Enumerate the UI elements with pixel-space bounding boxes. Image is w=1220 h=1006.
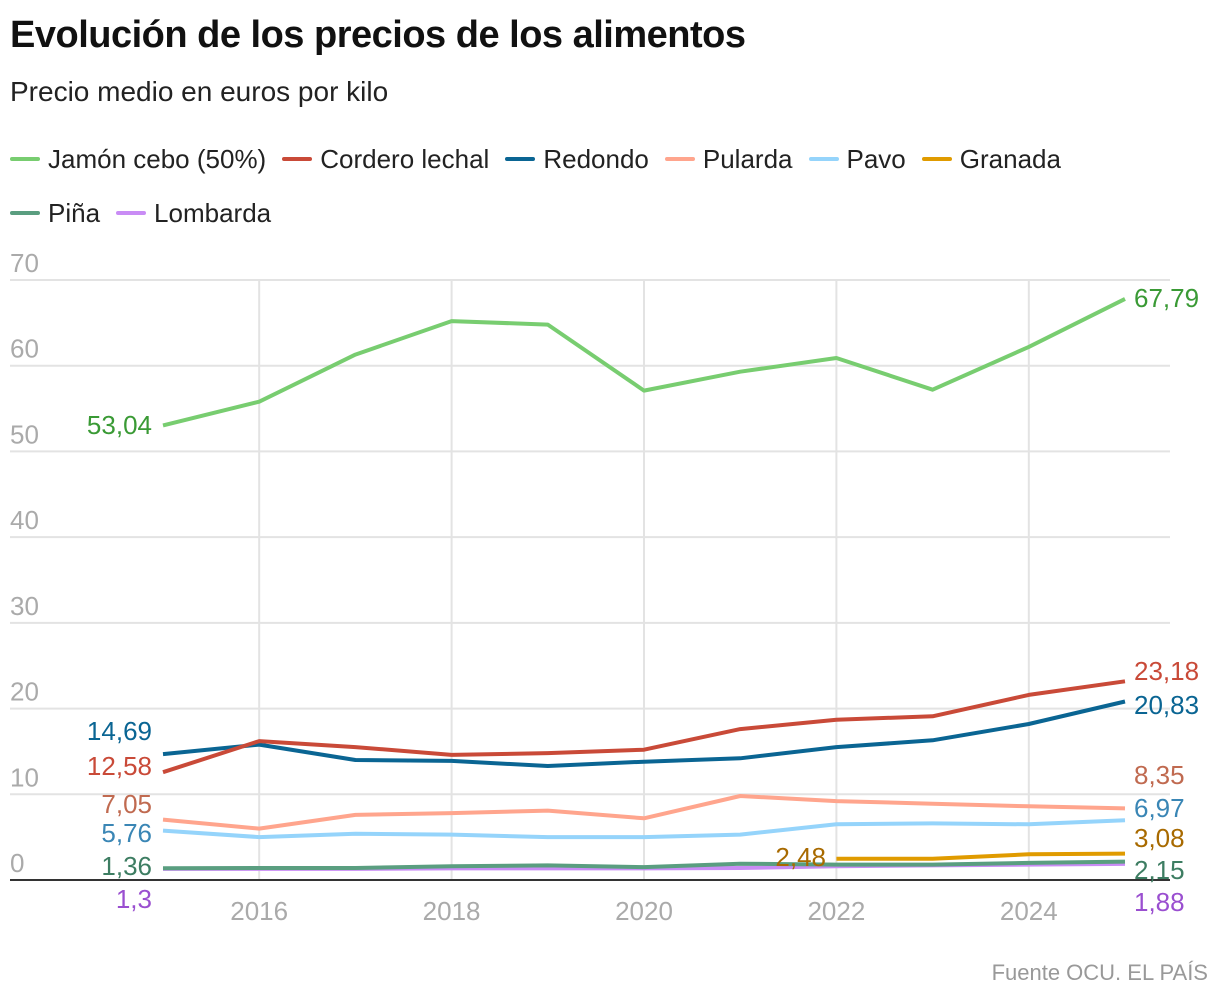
end-value-label: 1,88	[1134, 887, 1185, 917]
end-value-label: 67,79	[1134, 283, 1199, 313]
y-tick-label: 20	[10, 677, 39, 707]
start-value-label: 1,3	[116, 884, 152, 914]
legend-label: Lombarda	[154, 197, 272, 228]
legend-swatch	[664, 157, 695, 161]
x-tick-label: 2018	[423, 896, 481, 926]
end-value-label: 20,83	[1134, 690, 1199, 720]
y-tick-label: 0	[10, 848, 24, 878]
legend-item: Redondo	[505, 140, 649, 178]
end-value-label: 3,08	[1134, 823, 1185, 853]
y-tick-label: 70	[10, 248, 39, 278]
legend-label: Pularda	[702, 143, 793, 174]
legend: Jamón cebo (50%) Cordero lechal Redondo Pul…	[10, 140, 1190, 232]
legend-label: Pavo	[846, 143, 906, 174]
legend-swatch	[116, 211, 147, 215]
start-value-label: 5,76	[101, 818, 152, 848]
legend-label: Jamón cebo (50%)	[48, 143, 267, 174]
end-value-label: 2,15	[1134, 855, 1185, 885]
y-tick-label: 50	[10, 419, 39, 449]
legend-item: Pularda	[664, 140, 793, 178]
y-tick-label: 10	[10, 762, 39, 792]
legend-label: Granada	[959, 143, 1061, 174]
x-tick-label: 2024	[1000, 896, 1058, 926]
x-tick-label: 2020	[615, 896, 673, 926]
legend-item: Jamón cebo (50%)	[10, 140, 266, 178]
start-value-label: 1,36	[101, 851, 152, 881]
start-value-label: 53,04	[87, 410, 152, 440]
legend-swatch	[921, 157, 952, 161]
chart-subtitle: Precio medio en euros por kilo	[10, 76, 389, 107]
source-note: Fuente OCU. EL PAÍS	[991, 960, 1208, 985]
end-value-label: 8,35	[1134, 760, 1185, 790]
y-tick-label: 60	[10, 334, 39, 364]
legend-item: Cordero lechal	[282, 140, 489, 178]
y-tick-label: 40	[10, 505, 39, 535]
legend-swatch	[10, 211, 40, 215]
y-tick-label: 30	[10, 591, 39, 621]
start-value-label: 12,58	[87, 751, 152, 781]
legend-item: Granada	[921, 140, 1061, 178]
legend-swatch	[10, 157, 40, 161]
legend-swatch	[282, 157, 313, 161]
end-value-label: 23,18	[1134, 656, 1199, 686]
x-tick-label: 2022	[807, 896, 865, 926]
legend-swatch	[808, 157, 839, 161]
legend-item: Lombarda	[116, 194, 271, 232]
start-value-label: 2,48	[775, 842, 826, 872]
series-line-granada	[836, 851, 1126, 861]
end-value-label: 6,97	[1134, 793, 1185, 823]
legend-swatch	[505, 157, 536, 161]
legend-label: Redondo	[543, 143, 649, 174]
x-tick-label: 2016	[230, 896, 288, 926]
chart-title: Evolución de los precios de los alimento…	[10, 14, 746, 56]
legend-label: Cordero lechal	[320, 143, 490, 174]
legend-item: Pavo	[808, 140, 906, 178]
legend-label: Piña	[48, 197, 101, 228]
start-value-label: 14,69	[87, 716, 152, 746]
legend-item: Piña	[10, 194, 100, 232]
start-value-label: 7,05	[101, 789, 152, 819]
